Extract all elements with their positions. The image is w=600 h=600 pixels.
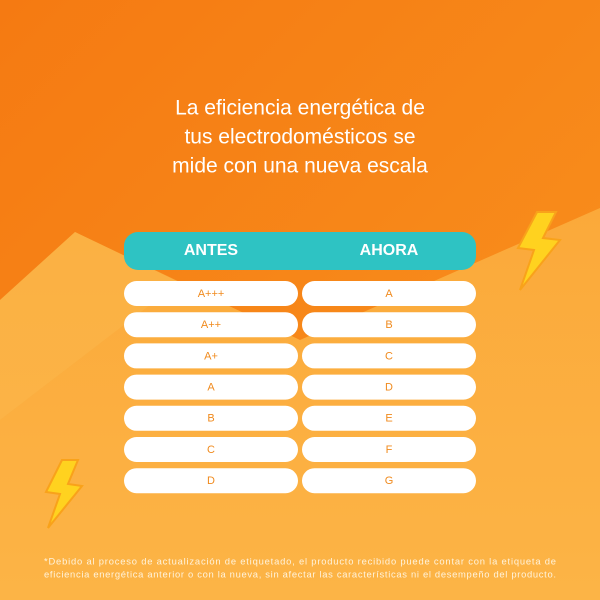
cell: D: [385, 382, 393, 394]
cell-bg: [124, 312, 298, 338]
title: La eficiencia energética de tus electrodo…: [172, 97, 428, 178]
cell-bg: [302, 343, 476, 369]
cell: C: [385, 350, 393, 362]
cell: A+++: [198, 288, 225, 300]
footnote-line: *Debido al proceso de actualización de e…: [44, 555, 556, 566]
cell: A: [385, 288, 393, 300]
cell: E: [385, 413, 392, 425]
cell: B: [385, 319, 392, 331]
cell-bg: [302, 405, 476, 431]
cell-bg: [124, 405, 298, 431]
cell: F: [386, 444, 393, 456]
cell: A: [207, 382, 215, 394]
lightning-icon: [516, 211, 562, 291]
lightning-icon: [44, 459, 84, 529]
title-line: La eficiencia energética de: [175, 97, 425, 120]
cell: B: [207, 413, 214, 425]
cell-bg: [302, 281, 476, 306]
cell-bg: [124, 343, 298, 369]
cell-bg: [124, 281, 298, 306]
cell-bg: [302, 468, 476, 494]
cell-bg: [302, 374, 476, 400]
mountain-shade: [0, 232, 180, 420]
cell: G: [385, 475, 394, 487]
cell-bg: [302, 312, 476, 338]
title-line: tus electrodomésticos se: [184, 126, 415, 149]
cell: C: [207, 444, 215, 456]
cell-bg: [124, 437, 298, 462]
column-header: ANTES: [184, 242, 239, 259]
title-line: mide con una nueva escala: [172, 155, 428, 178]
cell: A++: [201, 319, 221, 331]
cell: A+: [204, 350, 218, 362]
cell-bg: [302, 437, 476, 462]
cell-bg: [124, 374, 298, 400]
footnote-line: eficiencia energética anterior o con la …: [44, 568, 556, 579]
table-header-bg: [124, 232, 476, 270]
cell: D: [207, 475, 215, 487]
footnote: *Debido al proceso de actualización de e…: [44, 555, 556, 579]
column-header: AHORA: [360, 242, 419, 259]
table: ANTES AHORA A+++ A A++ B A+ C A D B E C F D G: [124, 242, 476, 494]
cell-bg: [124, 468, 298, 494]
